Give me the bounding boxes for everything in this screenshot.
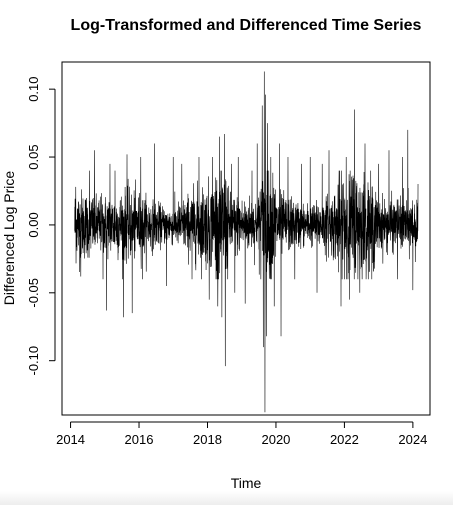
y-tick-label: 0.10	[26, 76, 41, 101]
x-tick-label: 2020	[261, 432, 290, 447]
y-tick-label: -0.10	[26, 346, 41, 376]
x-tick-label: 2022	[330, 432, 359, 447]
x-axis-label: Time	[231, 475, 262, 491]
series-group	[74, 71, 419, 413]
plot-frame	[61, 61, 431, 416]
x-tick-label: 2018	[193, 432, 222, 447]
chart-title: Log-Transformed and Differenced Time Ser…	[71, 17, 422, 34]
x-tick-label: 2014	[56, 432, 85, 447]
bottom-shadow	[0, 491, 453, 505]
x-tick-label: 2016	[125, 432, 154, 447]
y-tick-label: 0.00	[26, 212, 41, 237]
y-axis-label: Differenced Log Price	[1, 171, 17, 306]
y-tick-label: -0.05	[26, 278, 41, 308]
series-line	[74, 71, 419, 413]
x-axis: 2014 2016 2018 2020 2022 2024	[56, 421, 427, 447]
y-tick-label: 0.05	[26, 144, 41, 169]
x-tick-label: 2024	[398, 432, 427, 447]
y-axis: -0.10 -0.05 0.00 0.05 0.10	[26, 76, 56, 376]
